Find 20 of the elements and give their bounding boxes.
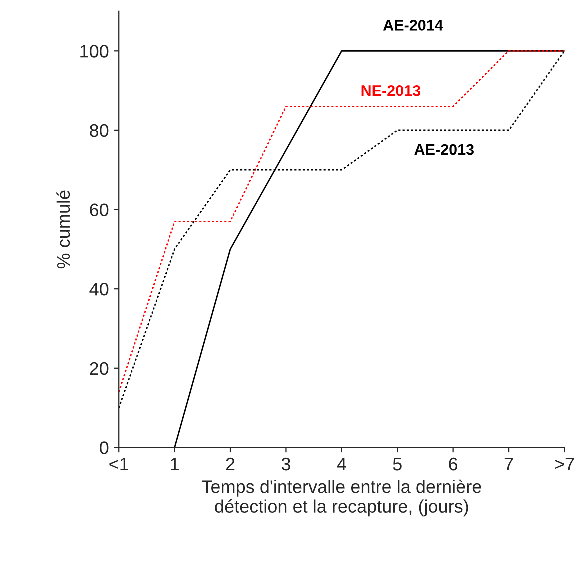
y-tick-label: 0 xyxy=(100,442,109,454)
series-label: AE-2013 xyxy=(414,144,474,156)
x-tick-label: <1 xyxy=(110,458,129,471)
series-label: NE-2013 xyxy=(362,85,421,96)
x-tick-label: 3 xyxy=(282,458,290,471)
x-tick-label: 4 xyxy=(337,458,346,471)
series-label: AE-2014 xyxy=(383,20,444,31)
x-tick-label: >7 xyxy=(555,458,574,471)
x-tick-label: 7 xyxy=(504,458,514,471)
y-tick-label: 40 xyxy=(90,283,109,296)
y-tick-label: 20 xyxy=(90,362,109,376)
x-axis-title: Temps d'intervalle entre la dernière détection et la recapture, (jours) xyxy=(202,480,482,517)
y-tick-label: 100 xyxy=(80,45,109,58)
y-tick-label: 60 xyxy=(90,204,109,216)
x-tick-label: 6 xyxy=(449,458,458,471)
y-axis-title: % cumulé xyxy=(56,190,70,269)
x-tick-label: 2 xyxy=(226,458,235,471)
x-tick-label: 1 xyxy=(171,458,179,471)
y-tick-label: 80 xyxy=(90,124,109,138)
x-tick-label: 5 xyxy=(393,458,402,471)
